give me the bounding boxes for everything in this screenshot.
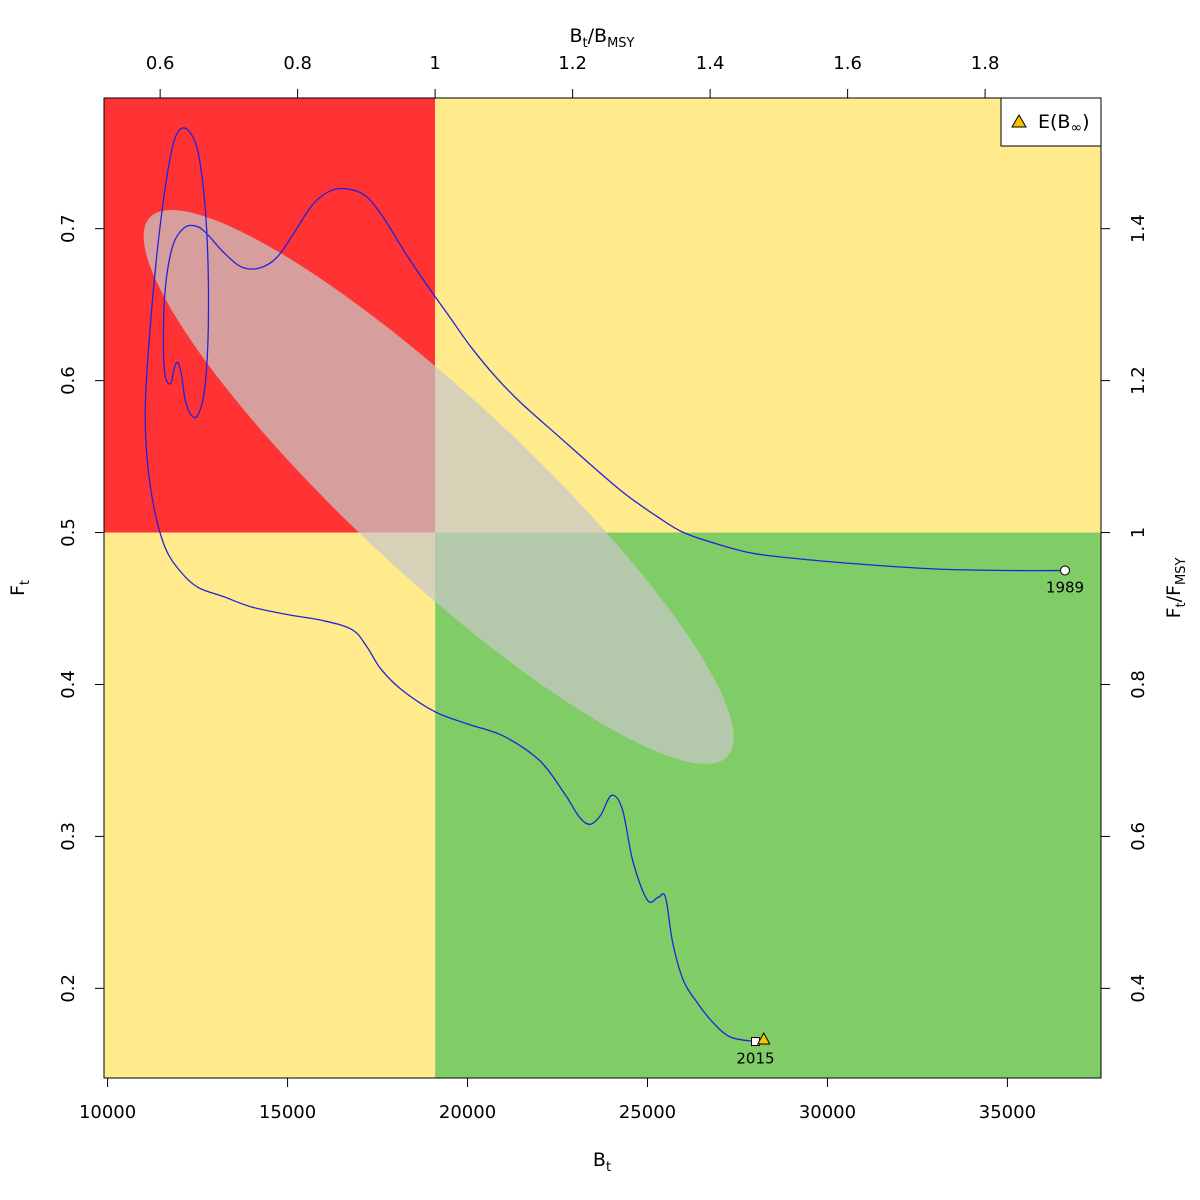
x-tick-label: 20000 [439, 1102, 496, 1123]
right-tick-label: 0.4 [1128, 974, 1149, 1003]
start-point [1060, 565, 1071, 576]
x-tick-label: 30000 [799, 1102, 856, 1123]
y-tick-label: 0.6 [58, 366, 79, 395]
y-axis-title: Ft [7, 580, 33, 596]
overfishing-zone [435, 98, 1101, 533]
top-tick-label: 1.8 [971, 53, 1000, 74]
x-axis-title: Bt [593, 1149, 611, 1175]
right-tick-label: 1.4 [1128, 214, 1149, 243]
legend-triangle-icon [1011, 114, 1027, 128]
end-year-label: 2015 [736, 1050, 774, 1068]
top-tick-label: 1 [429, 53, 440, 74]
expected-biomass-marker [756, 1031, 771, 1045]
bottom-axis: 10000 15000 20000 25000 30000 35000 [79, 1077, 1036, 1123]
overfished-zone [104, 532, 436, 1078]
top-axis: 0.6 0.8 1 1.2 1.4 1.6 1.8 [146, 53, 1000, 99]
top-tick-label: 1.4 [696, 53, 725, 74]
x-tick-label: 35000 [979, 1102, 1036, 1123]
top-tick-label: 1.2 [558, 53, 587, 74]
top-axis-title: Bt/BMSY [569, 25, 634, 51]
right-tick-label: 0.8 [1128, 670, 1149, 699]
y-tick-label: 0.7 [58, 214, 79, 243]
right-axis-title: Ft/FMSY [1163, 558, 1189, 619]
y-tick-label: 0.4 [58, 670, 79, 699]
x-tick-label: 10000 [79, 1102, 136, 1123]
legend-label: E(B∞) [1038, 111, 1090, 136]
top-tick-label: 1.6 [833, 53, 862, 74]
y-tick-label: 0.2 [58, 974, 79, 1003]
right-tick-label: 1 [1128, 527, 1149, 538]
right-tick-label: 0.6 [1128, 822, 1149, 851]
right-axis: 0.4 0.6 0.8 1 1.2 1.4 [1100, 214, 1149, 1003]
trajectory-line [144, 127, 1066, 1043]
y-tick-label: 0.5 [58, 518, 79, 547]
left-axis: 0.2 0.3 0.4 0.5 0.6 0.7 [58, 214, 105, 1003]
legend: E(B∞) [1000, 97, 1102, 147]
top-tick-label: 0.8 [283, 53, 312, 74]
start-year-label: 1989 [1046, 579, 1084, 597]
x-tick-label: 15000 [259, 1102, 316, 1123]
top-tick-label: 0.6 [146, 53, 175, 74]
right-tick-label: 1.2 [1128, 366, 1149, 395]
uncertainty-ellipse-shape [143, 209, 734, 764]
x-tick-label: 25000 [619, 1102, 676, 1123]
uncertainty-ellipse [143, 209, 734, 764]
y-tick-label: 0.3 [58, 822, 79, 851]
